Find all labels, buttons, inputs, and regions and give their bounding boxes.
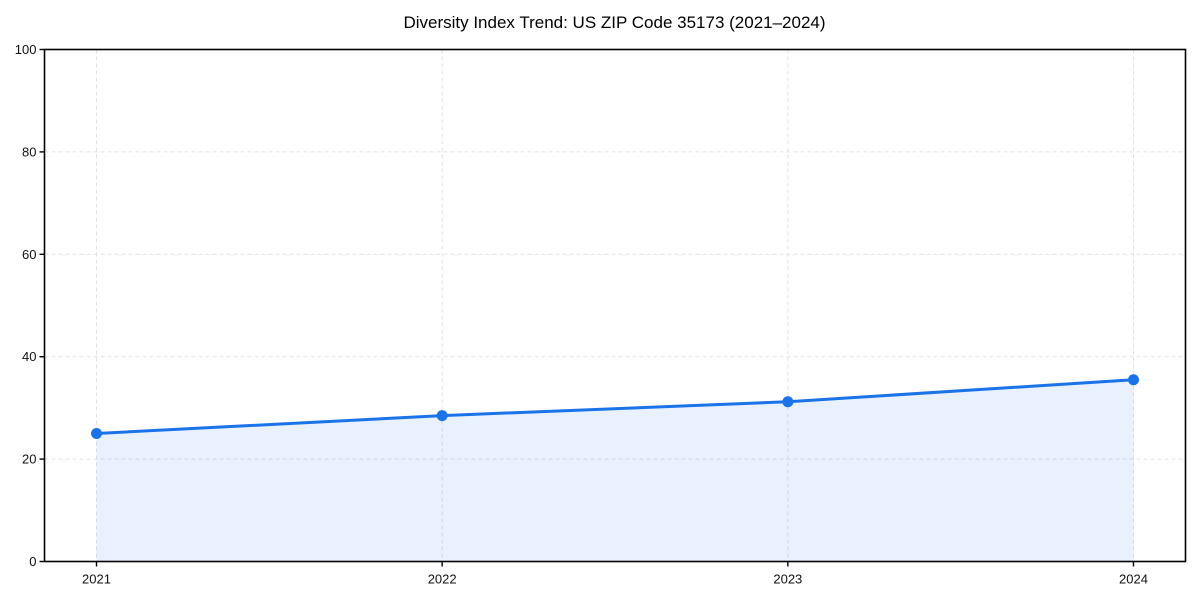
data-point-2021 [91,428,102,439]
y-tick-label: 40 [22,349,36,364]
data-point-2023 [782,396,794,408]
trend-line [95,378,1135,435]
y-tick-label: 100 [15,42,37,57]
area-fill [96,379,1134,562]
x-tick-label: 2021 [82,572,111,587]
y-tick-label: 80 [22,144,36,159]
plot-frame [43,48,1187,563]
x-tick-label: 2023 [773,572,802,587]
y-tick-label: 60 [22,247,36,262]
x-tick-label: 2024 [1119,572,1148,587]
y-tick-label: 20 [22,452,36,467]
chart-title: Diversity Index Trend: US ZIP Code 35173… [403,13,826,32]
data-point-2024 [1128,374,1139,386]
data-point-2022 [436,410,448,422]
y-tick-label: 0 [29,554,36,569]
x-tick-label: 2022 [428,572,457,587]
